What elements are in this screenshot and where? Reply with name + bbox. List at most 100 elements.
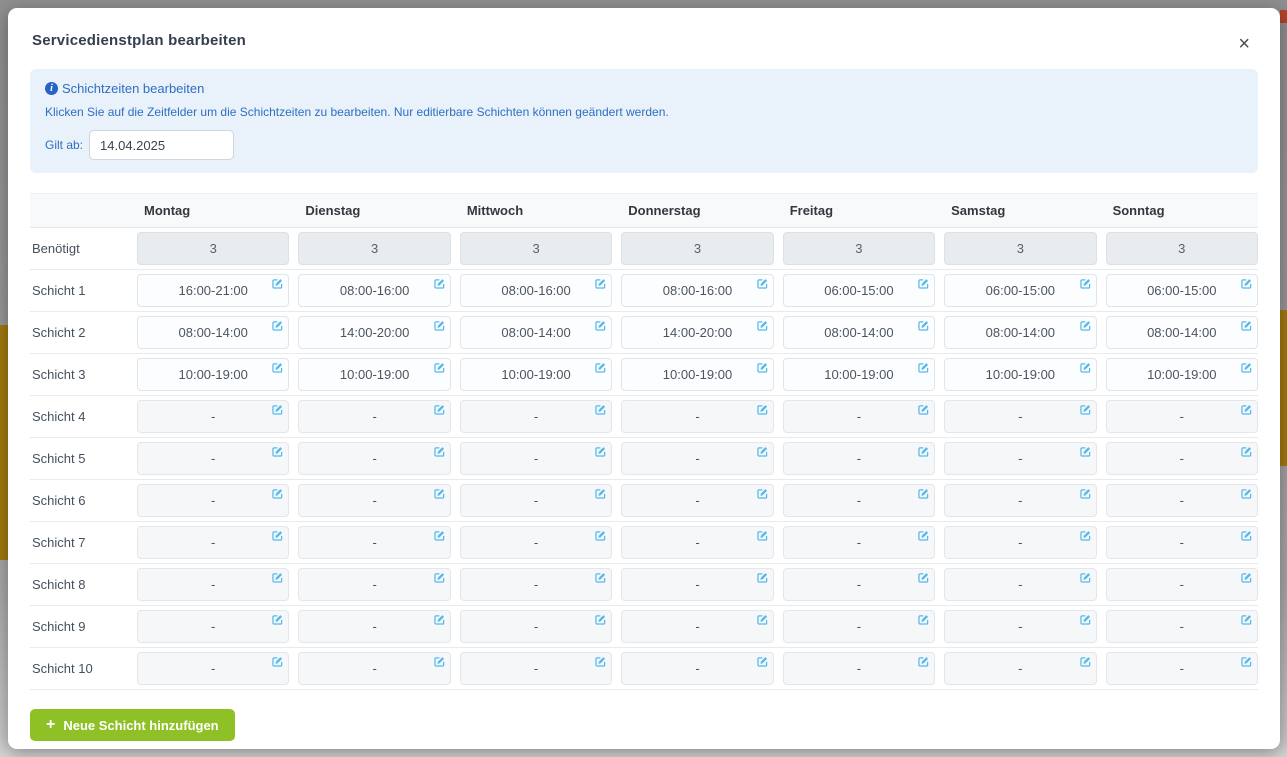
shift-2-wednesday-time-field[interactable]: 08:00-14:00 <box>459 316 613 349</box>
shift-5-tuesday-time-field[interactable]: - <box>298 442 451 475</box>
time-value: - <box>533 577 539 592</box>
edit-icon <box>434 656 445 667</box>
edit-icon <box>918 362 929 373</box>
edit-icon <box>1079 404 1091 415</box>
shift-1-tuesday-time-field[interactable]: 08:00-16:00 <box>298 274 451 307</box>
shift-1-monday-time-field[interactable]: 16:00-21:00 <box>137 274 290 307</box>
shift-8-friday-time-field[interactable]: - <box>782 568 936 601</box>
shift-3-tuesday-time-field[interactable]: 10:00-19:00 <box>298 358 451 391</box>
shift-row-4: Schicht 4 - - - - - - - <box>30 396 1258 438</box>
shift-7-tuesday-time-field[interactable]: - <box>298 526 451 559</box>
shift-10-sunday-time-field[interactable]: - <box>1105 652 1258 685</box>
shift-6-thursday-time-field[interactable]: - <box>621 484 774 517</box>
shift-4-saturday-time-field[interactable]: - <box>944 400 1097 433</box>
info-heading-text: Schichtzeiten bearbeiten <box>62 81 205 96</box>
shift-2-thursday-time-field[interactable]: 14:00-20:00 <box>621 316 774 349</box>
day-header-saturday: Samstag <box>951 203 1006 218</box>
shift-7-sunday-time-field[interactable]: - <box>1105 526 1258 559</box>
time-value: 08:00-14:00 <box>1147 325 1217 340</box>
add-shift-button[interactable]: + Neue Schicht hinzufügen <box>30 709 235 741</box>
shift-10-friday-time-field[interactable]: - <box>782 652 936 685</box>
shift-4-friday-time-field[interactable]: - <box>782 400 936 433</box>
shift-7-saturday-time-field[interactable]: - <box>944 526 1097 559</box>
shift-9-monday-time-field[interactable]: - <box>137 610 290 643</box>
shift-2-saturday-time-field[interactable]: 08:00-14:00 <box>944 316 1097 349</box>
shift-1-sunday-time-field[interactable]: 06:00-15:00 <box>1105 274 1258 307</box>
time-value: - <box>1018 493 1023 508</box>
shift-3-friday-time-field[interactable]: 10:00-19:00 <box>782 358 936 391</box>
shift-row-label: Schicht 9 <box>32 619 86 634</box>
shift-7-monday-time-field[interactable]: - <box>137 526 290 559</box>
shift-10-monday-time-field[interactable]: - <box>137 652 290 685</box>
required-count-tuesday: 3 <box>298 232 451 265</box>
shift-1-thursday-time-field[interactable]: 08:00-16:00 <box>621 274 774 307</box>
shift-9-tuesday-time-field[interactable]: - <box>298 610 451 643</box>
shift-3-wednesday-time-field[interactable]: 10:00-19:00 <box>459 358 613 391</box>
shift-4-thursday-time-field[interactable]: - <box>621 400 774 433</box>
edit-icon <box>757 404 768 415</box>
shift-7-wednesday-time-field[interactable]: - <box>459 526 613 559</box>
shift-4-tuesday-time-field[interactable]: - <box>298 400 451 433</box>
shift-6-sunday-time-field[interactable]: - <box>1105 484 1258 517</box>
shift-6-wednesday-time-field[interactable]: - <box>459 484 613 517</box>
shift-8-sunday-time-field[interactable]: - <box>1105 568 1258 601</box>
shift-10-tuesday-time-field[interactable]: - <box>298 652 451 685</box>
shift-6-monday-time-field[interactable]: - <box>137 484 290 517</box>
edit-icon <box>595 572 606 583</box>
shift-9-saturday-time-field[interactable]: - <box>944 610 1097 643</box>
time-value: - <box>533 661 539 676</box>
shift-9-sunday-time-field[interactable]: - <box>1105 610 1258 643</box>
time-value: - <box>372 493 377 508</box>
shift-8-thursday-time-field[interactable]: - <box>621 568 774 601</box>
shift-2-tuesday-time-field[interactable]: 14:00-20:00 <box>298 316 451 349</box>
shift-5-monday-time-field[interactable]: - <box>137 442 290 475</box>
shift-5-friday-time-field[interactable]: - <box>782 442 936 475</box>
shift-8-tuesday-time-field[interactable]: - <box>298 568 451 601</box>
shift-5-thursday-time-field[interactable]: - <box>621 442 774 475</box>
shift-10-thursday-time-field[interactable]: - <box>621 652 774 685</box>
time-value: - <box>372 409 377 424</box>
shift-5-saturday-time-field[interactable]: - <box>944 442 1097 475</box>
shift-2-sunday-time-field[interactable]: 08:00-14:00 <box>1105 316 1258 349</box>
shift-4-sunday-time-field[interactable]: - <box>1105 400 1258 433</box>
shift-9-friday-time-field[interactable]: - <box>782 610 936 643</box>
shift-3-saturday-time-field[interactable]: 10:00-19:00 <box>944 358 1097 391</box>
shift-7-thursday-time-field[interactable]: - <box>621 526 774 559</box>
shift-6-saturday-time-field[interactable]: - <box>944 484 1097 517</box>
shift-5-wednesday-time-field[interactable]: - <box>459 442 613 475</box>
edit-icon <box>272 488 283 499</box>
time-value: - <box>856 535 862 550</box>
shift-3-sunday-time-field[interactable]: 10:00-19:00 <box>1105 358 1258 391</box>
shift-8-monday-time-field[interactable]: - <box>137 568 290 601</box>
shift-8-wednesday-time-field[interactable]: - <box>459 568 613 601</box>
edit-icon <box>757 320 768 331</box>
shift-9-wednesday-time-field[interactable]: - <box>459 610 613 643</box>
shift-4-monday-time-field[interactable]: - <box>137 400 290 433</box>
shift-3-monday-time-field[interactable]: 10:00-19:00 <box>137 358 290 391</box>
shift-2-monday-time-field[interactable]: 08:00-14:00 <box>137 316 290 349</box>
shift-1-saturday-time-field[interactable]: 06:00-15:00 <box>944 274 1097 307</box>
shift-1-friday-time-field[interactable]: 06:00-15:00 <box>782 274 936 307</box>
shift-4-wednesday-time-field[interactable]: - <box>459 400 613 433</box>
shift-6-friday-time-field[interactable]: - <box>782 484 936 517</box>
time-value: 06:00-15:00 <box>824 283 894 298</box>
edit-icon <box>434 614 445 625</box>
add-shift-button-label: Neue Schicht hinzufügen <box>63 717 219 733</box>
shift-10-wednesday-time-field[interactable]: - <box>459 652 613 685</box>
edit-icon <box>918 320 929 331</box>
shift-1-wednesday-time-field[interactable]: 08:00-16:00 <box>459 274 613 307</box>
shift-3-thursday-time-field[interactable]: 10:00-19:00 <box>621 358 774 391</box>
time-value: 10:00-19:00 <box>501 367 571 382</box>
shift-9-thursday-time-field[interactable]: - <box>621 610 774 643</box>
shift-5-sunday-time-field[interactable]: - <box>1105 442 1258 475</box>
valid-from-input[interactable] <box>89 130 235 160</box>
edit-icon <box>1079 488 1091 499</box>
shift-2-friday-time-field[interactable]: 08:00-14:00 <box>782 316 936 349</box>
shift-10-saturday-time-field[interactable]: - <box>944 652 1097 685</box>
close-icon[interactable]: × <box>1238 33 1250 55</box>
shift-7-friday-time-field[interactable]: - <box>782 526 936 559</box>
time-value: - <box>1179 619 1184 634</box>
shift-6-tuesday-time-field[interactable]: - <box>298 484 451 517</box>
edit-icon <box>1241 530 1252 541</box>
shift-8-saturday-time-field[interactable]: - <box>944 568 1097 601</box>
